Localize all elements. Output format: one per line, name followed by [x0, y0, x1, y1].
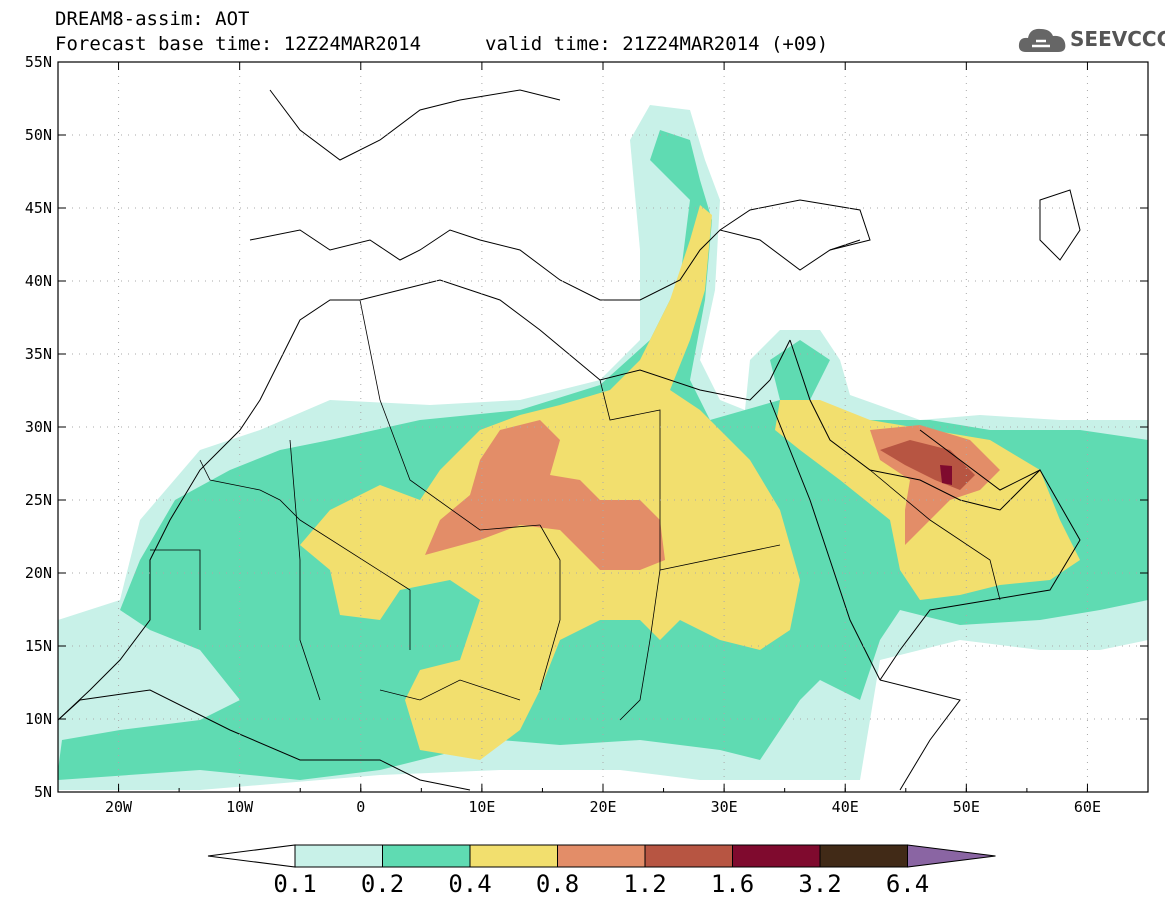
colorbar-swatch	[469, 844, 558, 868]
lat-tick-label: 45N	[25, 199, 52, 217]
lon-tick-label: 60E	[1074, 798, 1101, 816]
lat-tick-label: 15N	[25, 637, 52, 655]
seevccc-logo: SEEVCCC	[1016, 22, 1165, 58]
colorbar-label: 6.4	[885, 870, 930, 898]
border-line	[199, 459, 411, 650]
colorbar-label: 3.2	[798, 870, 842, 898]
lon-tick-label: 40E	[832, 798, 859, 816]
colorbar-label: 0.8	[535, 870, 580, 898]
lat-axis: 55N 50N 45N 40N 35N 30N 25N 20N 15N 10N 5N	[25, 53, 52, 801]
lon-tick-label: 20E	[589, 798, 616, 816]
colorbar-swatch	[382, 844, 471, 868]
lon-tick-label: 50E	[953, 798, 980, 816]
coast-arabia	[789, 339, 1081, 681]
colorbar-under-triangle	[207, 844, 296, 868]
aot-contour-1.6	[940, 465, 952, 485]
border-line	[619, 569, 661, 721]
lon-tick-label: 0	[356, 798, 365, 816]
country-borders	[150, 299, 1001, 721]
cloud-icon	[1018, 28, 1066, 52]
lat-tick-label: 55N	[25, 53, 52, 71]
border-line	[379, 679, 521, 701]
map-title: DREAM8-assim: AOT	[55, 8, 250, 30]
gridlines	[58, 62, 1148, 792]
border-line	[289, 439, 321, 701]
border-line	[599, 379, 781, 571]
colorbar-label: 0.1	[273, 870, 317, 898]
aot-contour-0.8	[425, 420, 665, 570]
logo-text: SEEVCCC	[1070, 27, 1165, 51]
coast-red-sea	[769, 399, 881, 681]
colorbar-swatch	[557, 844, 646, 868]
lat-tick-label: 40N	[25, 272, 52, 290]
colorbar-swatch	[294, 844, 383, 868]
coast-black-sea	[719, 199, 871, 251]
colorbar-over-triangle	[907, 844, 996, 868]
border-line	[869, 469, 1001, 601]
coast-persian-gulf	[919, 429, 1041, 491]
coast-europe-north	[269, 89, 561, 161]
colorbar-label: 1.2	[623, 870, 667, 898]
coast-west-africa	[58, 299, 360, 721]
coast-guinea-gulf	[58, 689, 471, 791]
colorbar-label: 0.4	[448, 870, 492, 898]
lat-tick-label: 25N	[25, 491, 52, 509]
colorbar-swatch	[644, 844, 733, 868]
coast-caspian	[1039, 189, 1081, 261]
valid-time: valid time: 21Z24MAR2014 (+09)	[485, 33, 829, 55]
lat-tick-label: 20N	[25, 564, 52, 582]
border-line	[150, 549, 201, 630]
lat-tick-label: 10N	[25, 710, 52, 728]
colorbar-label: 1.6	[710, 870, 755, 898]
lon-axis: 20W 10W 0 10E 20E 30E 40E 50E 60E	[105, 798, 1101, 816]
colorbar-label: 0.2	[360, 870, 405, 898]
coastlines	[58, 89, 1081, 791]
colorbar-swatch	[819, 844, 908, 868]
lat-tick-label: 50N	[25, 126, 52, 144]
coast-horn-africa	[879, 679, 961, 791]
lat-tick-label: 35N	[25, 345, 52, 363]
lon-tick-label: 10E	[468, 798, 495, 816]
lon-tick-label: 30E	[711, 798, 738, 816]
lon-tick-label: 20W	[105, 798, 133, 816]
forecast-base-time: Forecast base time: 12Z24MAR2014	[55, 33, 422, 55]
coast-europe	[249, 229, 861, 301]
axis-ticks	[57, 61, 1149, 793]
lat-tick-label: 30N	[25, 418, 52, 436]
lat-tick-label: 5N	[34, 783, 52, 801]
lon-tick-label: 10W	[226, 798, 254, 816]
border-line	[359, 299, 541, 531]
border-line	[539, 524, 561, 691]
colorbar	[207, 844, 996, 868]
colorbar-swatch	[732, 844, 821, 868]
